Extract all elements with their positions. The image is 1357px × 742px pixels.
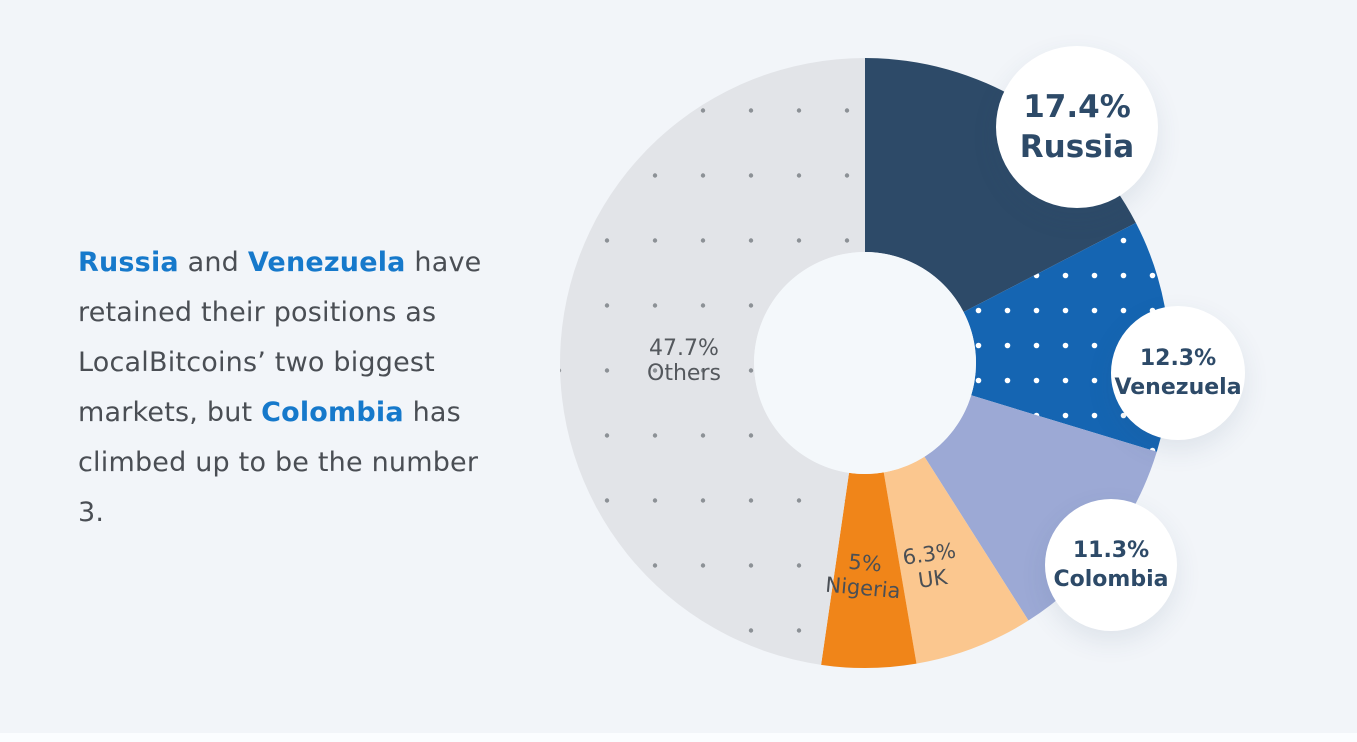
- callout-bubble-venezuela: 12.3% Venezuela: [1111, 306, 1245, 440]
- colombia-name: Colombia: [1053, 567, 1169, 592]
- others-name: Others: [647, 361, 721, 386]
- slice-label-uk: 6.3% UK: [901, 539, 961, 596]
- description-text: Russia and Venezuela have retained their…: [78, 238, 502, 538]
- venezuela-name: Venezuela: [1114, 375, 1242, 400]
- callout-bubble-russia: 17.4% Russia: [996, 46, 1158, 208]
- russia-percent: 17.4%: [1023, 89, 1131, 125]
- callout-bubble-colombia: 11.3% Colombia: [1045, 499, 1177, 631]
- colombia-percent: 11.3%: [1072, 538, 1150, 563]
- description-segment: and: [178, 247, 248, 278]
- slice-label-others: 47.7% Others: [647, 336, 721, 386]
- donut-hole: [754, 252, 976, 474]
- highlight-russia: Russia: [78, 247, 179, 278]
- others-percent: 47.7%: [649, 336, 719, 361]
- description-segment: has climbed up to be the number 3.: [78, 397, 479, 528]
- highlight-venezuela: Venezuela: [247, 247, 406, 278]
- description-segment: have retained their positions as LocalBi…: [78, 247, 482, 428]
- pie-slice-nigeria: [821, 472, 917, 668]
- slice-label-nigeria: 5% Nigeria: [824, 548, 903, 604]
- venezuela-percent: 12.3%: [1139, 346, 1217, 371]
- russia-name: Russia: [1019, 129, 1135, 165]
- highlight-colombia: Colombia: [261, 397, 404, 428]
- pie-slice-others-dots: [560, 58, 865, 665]
- pie-slice-uk: [883, 456, 1029, 664]
- bottom-edge-strip: [0, 733, 1357, 742]
- pie-slice-russia: [865, 58, 1136, 312]
- pie-slice-colombia: [924, 395, 1157, 621]
